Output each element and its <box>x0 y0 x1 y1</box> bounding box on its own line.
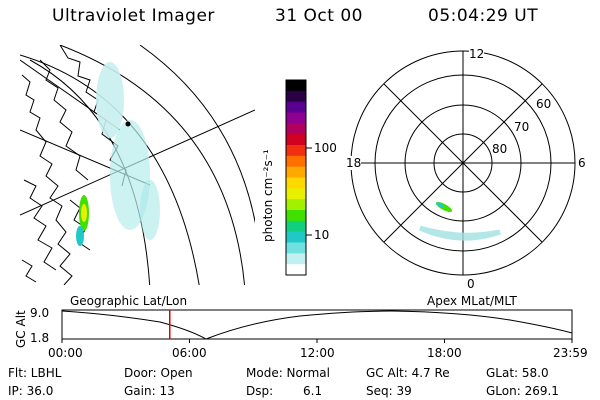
colorbar-stripe <box>286 220 306 233</box>
polar-spoke <box>383 83 543 243</box>
colorbar-stripe <box>286 177 306 189</box>
colorbar-stripe <box>286 80 306 92</box>
timeline-x-tick-2: 12:00 <box>300 346 335 360</box>
map-coastline <box>21 259 37 283</box>
colorbar-stripe <box>286 199 306 211</box>
aurora-edge <box>76 226 84 246</box>
info-mode: Mode: Normal <box>246 366 330 380</box>
altitude-curve <box>61 310 573 340</box>
time-label: 05:04:29 UT <box>428 6 539 26</box>
date-label: 31 Oct 00 <box>275 6 363 26</box>
colorbar-stripe <box>286 123 306 135</box>
aurora-bright <box>81 204 87 222</box>
map-coastline <box>23 179 57 271</box>
info-dsp-value: 6.1 <box>303 384 323 398</box>
app-title: Ultraviolet Imager <box>52 6 215 26</box>
lat-label-70: 70 <box>514 120 530 134</box>
info-gain: Gain: 13 <box>124 384 175 398</box>
map-lat-arc <box>139 45 255 224</box>
timeline-y-tick-top: 9.0 <box>30 306 50 320</box>
timeline-right-label: Apex MLat/MLT <box>427 294 517 308</box>
info-ip: IP: 36.0 <box>8 384 54 398</box>
colorbar-stripe <box>286 134 306 146</box>
colorbar-stripe <box>286 145 306 157</box>
colorbar-stripe <box>286 155 306 168</box>
mlt-label-18: 18 <box>346 156 362 170</box>
aurora-band <box>140 180 160 240</box>
map-coastline <box>21 74 73 285</box>
colorbar-stripe <box>286 210 306 222</box>
timeline-y-tick-bottom: 1.8 <box>30 331 50 345</box>
colorbar-stripe <box>286 101 306 113</box>
colorbar-stripe <box>286 264 306 276</box>
colorbar-stripe <box>286 166 306 178</box>
mlt-label-6: 6 <box>578 156 586 170</box>
timeline-x-tick-0: 00:00 <box>48 346 83 360</box>
colorbar-stripe <box>286 188 306 200</box>
lat-label-80: 80 <box>492 142 508 156</box>
site-marker <box>125 121 131 127</box>
lat-label-60: 60 <box>536 97 552 111</box>
colorbar-stripe <box>286 253 306 265</box>
polar-aurora-bright <box>436 202 444 208</box>
polar-aurora <box>418 225 501 241</box>
colorbar-stripe <box>286 90 306 103</box>
mlt-label-0: 0 <box>467 277 475 291</box>
timeline-left-label: Geographic Lat/Lon <box>70 294 188 308</box>
info-flt: Flt: LBHL <box>8 366 62 380</box>
colorbar-tick-100: 100 <box>314 141 337 155</box>
timeline-x-tick-3: 18:00 <box>427 346 462 360</box>
colorbar-tick-10: 10 <box>314 228 330 242</box>
mlt-label-12: 12 <box>469 47 485 61</box>
info-glon: GLon: 269.1 <box>486 384 559 398</box>
colorbar-stripe <box>286 231 306 243</box>
colorbar-stripe <box>286 112 306 124</box>
timeline-x-tick-1: 06:00 <box>172 346 207 360</box>
timeline-x-tick-4: 23:59 <box>553 346 588 360</box>
aurora-band <box>110 120 150 230</box>
map-coastline <box>39 59 89 181</box>
info-glat: GLat: 58.0 <box>486 366 549 380</box>
info-door: Door: Open <box>124 366 193 380</box>
colorbar-stripe <box>286 242 306 254</box>
info-gcalt: GC Alt: 4.7 Re <box>366 366 450 380</box>
aurora-band <box>96 62 124 138</box>
info-dsp-label: Dsp: <box>246 384 274 398</box>
info-seq: Seq: 39 <box>366 384 412 398</box>
